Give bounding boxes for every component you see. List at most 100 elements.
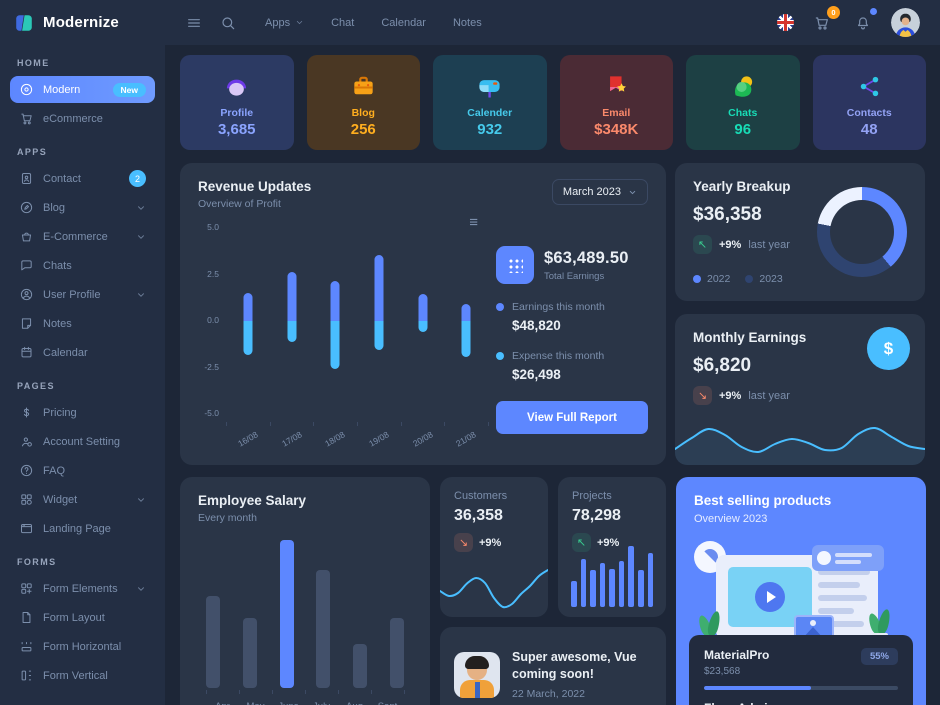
yearly-donut-chart — [817, 187, 907, 277]
expense-bar — [287, 321, 296, 342]
chevron-down-icon — [136, 584, 146, 594]
revenue-x-labels: 16/08 17/08 18/08 19/08 20/08 21/08 — [226, 429, 488, 448]
briefcase-icon — [347, 70, 380, 103]
monthly-earnings-card: Monthly Earnings $ $6,820 ↘ +9% last yea… — [675, 314, 925, 465]
sidebar-item-form-vertical[interactable]: Form Vertical — [10, 662, 155, 689]
sidebar-item-label: Form Elements — [43, 582, 118, 595]
header-nav-calendar[interactable]: Calendar — [381, 17, 426, 29]
sidebar-section-label: HOME — [17, 58, 50, 68]
sidebar-item-chats[interactable]: Chats — [10, 252, 155, 279]
breakdown-value: $26,498 — [512, 367, 561, 382]
stat-card-label: Profile — [220, 106, 254, 119]
salary-title: Employee Salary — [198, 493, 307, 508]
stat-card-email[interactable]: Email $348K — [559, 55, 673, 150]
employee-salary-card: Employee Salary Every month AprMayJuneJu… — [180, 477, 430, 705]
chevron-down-icon — [136, 232, 146, 242]
logo[interactable]: Modernize — [0, 0, 165, 45]
form-elements-icon — [19, 581, 34, 596]
sidebar-item-e-commerce[interactable]: E-Commerce — [10, 223, 155, 250]
sidebar-item-label: Landing Page — [43, 522, 111, 535]
user-chip-illustration — [812, 545, 884, 571]
sidebar-item-modern[interactable]: Modern New — [10, 76, 155, 103]
expense-bar — [243, 321, 253, 356]
mailbox-icon — [473, 70, 506, 103]
monthly-earnings-area-chart — [675, 426, 925, 465]
view-full-report-button[interactable]: View Full Report — [496, 401, 648, 434]
search-icon[interactable] — [215, 10, 241, 36]
chat-leaf-icon — [726, 70, 759, 103]
sidebar-item-label: Blog — [43, 201, 66, 214]
trend-up-icon: ↖ — [693, 235, 712, 254]
profile-avatar-icon — [220, 70, 253, 103]
earnings-bar — [374, 254, 384, 321]
sidebar-item-form-elements[interactable]: Form Elements — [10, 575, 155, 602]
period-select-value: March 2023 — [562, 186, 621, 198]
header-nav-chat[interactable]: Chat — [331, 17, 354, 29]
middle-grid: Revenue Updates Overview of Profit March… — [180, 163, 926, 465]
sidebar-item-label: eCommerce — [43, 112, 103, 125]
x-tick-label: Apr — [206, 701, 239, 705]
stat-card-chats[interactable]: Chats 96 — [686, 55, 800, 150]
salary-x-labels: AprMayJuneJulyAugSept — [206, 701, 404, 705]
currency-dollar-button[interactable]: $ — [867, 327, 910, 370]
sidebar-item-user-profile[interactable]: User Profile — [10, 281, 155, 308]
notifications-bell-icon[interactable] — [850, 7, 877, 36]
sidebar-item-form-layout[interactable]: Form Layout — [10, 604, 155, 631]
x-tick-label: July — [305, 701, 338, 705]
cart-badge: 0 — [827, 5, 840, 19]
chevron-down-icon — [629, 190, 636, 194]
revenue-breakdown-item: Expense this month $26,498 — [496, 350, 648, 382]
legend-dot — [693, 275, 701, 283]
sidebar-item-ecommerce[interactable]: eCommerce — [10, 105, 155, 132]
stat-card-label: Chats — [728, 106, 758, 119]
earnings-bar — [418, 294, 428, 321]
sidebar-item-widget[interactable]: Widget — [10, 486, 155, 513]
salary-bar — [242, 618, 257, 688]
stat-card-calender[interactable]: Calender 932 — [433, 55, 547, 150]
x-tick-label: June — [272, 701, 305, 705]
header-nav-notes[interactable]: Notes — [453, 17, 482, 29]
sidebar-item-contact[interactable]: Contact 2 — [10, 165, 155, 192]
period-select[interactable]: March 2023 — [551, 179, 648, 205]
sidebar-item-blog[interactable]: Blog — [10, 194, 155, 221]
sidebar-item-pricing[interactable]: Pricing — [10, 399, 155, 426]
customers-line-chart — [440, 569, 548, 609]
cart-icon[interactable]: 0 — [809, 5, 840, 36]
sidebar-item-calendar[interactable]: Calendar — [10, 339, 155, 366]
box-v-icon — [19, 668, 34, 683]
user-avatar[interactable] — [891, 8, 920, 37]
sidebar-item-account-setting[interactable]: Account Setting — [10, 428, 155, 455]
stat-card-contacts[interactable]: Contacts 48 — [812, 55, 926, 150]
stat-card-value: 256 — [350, 120, 376, 138]
bar-group-19-08 — [357, 226, 401, 416]
sidebar-item-form-horizontal[interactable]: Form Horizontal — [10, 633, 155, 660]
x-tick-label: Aug — [338, 701, 371, 705]
user-circle-icon — [19, 287, 34, 302]
product-percent-badge: 55% — [860, 648, 898, 665]
sidebar-item-landing-page[interactable]: Landing Page — [10, 515, 155, 542]
legend-item-2023: 2023 — [745, 273, 783, 285]
stat-card-value: 3,685 — [217, 120, 256, 138]
salary-x-ticks — [206, 690, 405, 695]
sidebar-item-label: Account Setting — [43, 435, 121, 448]
sidebar-item-notes[interactable]: Notes — [10, 310, 155, 337]
legend-label: 2023 — [759, 273, 783, 285]
salary-bar — [353, 644, 368, 688]
total-earnings-value: $63,489.50 — [544, 248, 629, 267]
stat-card-profile[interactable]: Profile 3,685 — [180, 55, 294, 150]
sidebar-item-faq[interactable]: FAQ — [10, 457, 155, 484]
x-tick-label: 20/08 — [410, 429, 435, 449]
expense-bar — [418, 321, 428, 333]
product-info: MaterialPro $23,568 — [704, 648, 769, 677]
menu-toggle-icon[interactable] — [181, 10, 207, 36]
projects-card: Projects 78,298 ↖ +9% — [558, 477, 666, 617]
stat-card-blog[interactable]: Blog 256 — [306, 55, 420, 150]
header-nav-apps[interactable]: Apps — [265, 17, 304, 29]
language-flag-icon[interactable] — [777, 14, 794, 31]
chart-menu-icon[interactable]: ≡ — [469, 214, 478, 231]
monthly-delta: +9% — [719, 389, 742, 402]
y-tick-label: 2.5 — [207, 268, 219, 279]
stat-card-value: $348K — [594, 120, 639, 138]
announcement-card[interactable]: Super awesome, Vue coming soon! 22 March… — [440, 627, 666, 705]
y-tick-label: 0.0 — [207, 315, 219, 325]
